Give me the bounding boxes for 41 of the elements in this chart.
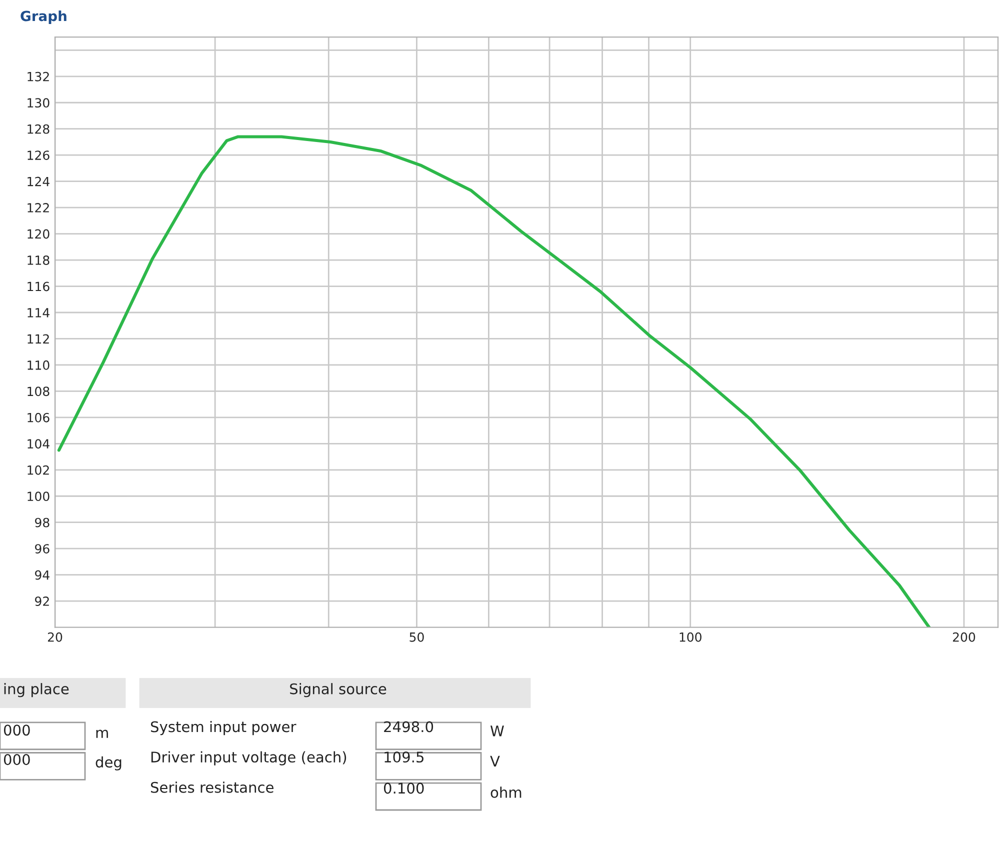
x-tick-label: 20 — [48, 632, 62, 642]
chart-title: Graph — [20, 10, 66, 24]
y-tick-label: 120 — [28, 229, 50, 239]
y-tick-label: 94 — [35, 570, 50, 580]
text: Series resistance — [150, 782, 274, 793]
y-tick-label: 124 — [28, 176, 50, 186]
x-tick-label: 100 — [680, 632, 702, 642]
text: W — [490, 726, 504, 736]
y-tick-label: 106 — [28, 412, 50, 422]
y-tick-label: 102 — [28, 465, 49, 475]
y-tick-label: 132 — [28, 72, 49, 82]
y-tick-label: 104 — [28, 439, 50, 449]
y-tick-label: 128 — [28, 124, 50, 134]
y-tick-label: 126 — [28, 150, 50, 160]
y-tick-label: 96 — [35, 544, 50, 554]
y-tick-label: 116 — [28, 282, 50, 292]
text: m — [96, 730, 108, 738]
text: ohm — [490, 786, 522, 798]
y-tick-label: 112 — [28, 334, 49, 344]
y-tick-label: 114 — [28, 308, 50, 318]
y-tick-label: 100 — [28, 492, 50, 502]
y-tick-label: 122 — [28, 203, 49, 212]
y-tick-label: 118 — [28, 256, 50, 265]
y-tick-label: 92 — [35, 596, 49, 606]
text: System input power — [150, 720, 296, 736]
text: V — [490, 756, 500, 767]
y-tick-label: 110 — [28, 360, 50, 370]
y-tick-label: 130 — [28, 98, 50, 108]
y-tick-label: 98 — [35, 518, 50, 528]
text: ing place — [4, 683, 69, 698]
x-tick-label: 200 — [952, 632, 976, 642]
text: Signal source — [290, 683, 386, 698]
x-tick-label: 50 — [410, 632, 424, 642]
text: 000 — [4, 754, 30, 766]
text: 2498.0 — [384, 721, 434, 732]
text: 109.5 — [384, 752, 424, 763]
text: 000 — [4, 724, 30, 736]
text: deg — [96, 756, 122, 770]
text: 0.100 — [384, 782, 424, 794]
text: Driver input voltage (each) — [151, 751, 346, 766]
y-tick-label: 108 — [28, 386, 50, 396]
